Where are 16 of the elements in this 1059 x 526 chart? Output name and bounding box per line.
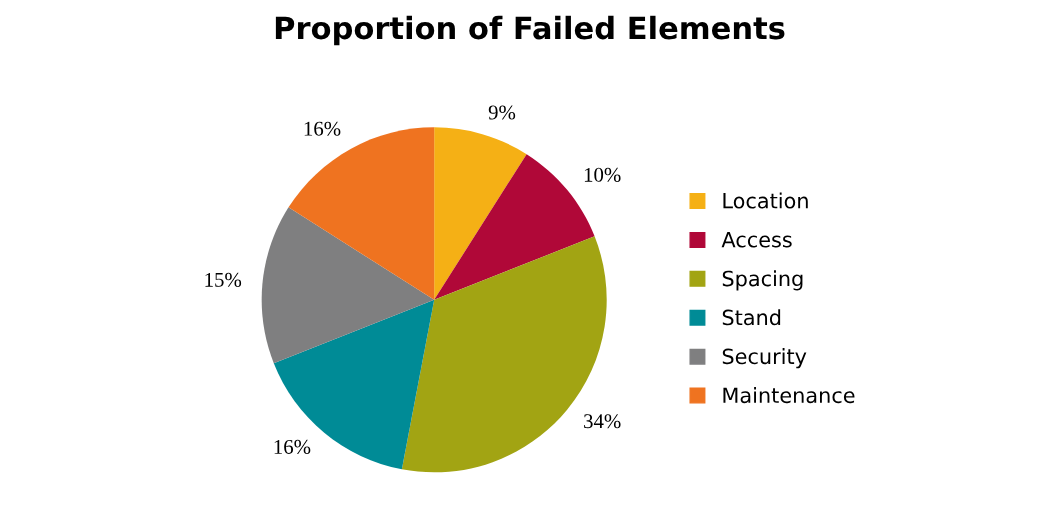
pie-slice xyxy=(434,127,527,300)
data-label: 16% xyxy=(304,121,341,136)
data-label: 16% xyxy=(274,439,311,454)
data-label: 34% xyxy=(584,414,621,429)
pie-slice xyxy=(261,207,435,364)
pie-slice xyxy=(273,299,435,470)
legend-label: Maintenance xyxy=(723,387,855,404)
chart-title: Proportion of Failed Elements xyxy=(275,15,785,46)
legend-label: Spacing xyxy=(722,270,803,291)
legend-label: Location xyxy=(723,192,808,209)
legend-label: Security xyxy=(722,348,807,369)
legend-label: Access xyxy=(721,232,792,248)
data-label: 10% xyxy=(584,167,621,182)
data-label: 9% xyxy=(488,105,516,120)
data-label: 15% xyxy=(205,272,242,287)
legend-label: Stand xyxy=(722,309,781,326)
